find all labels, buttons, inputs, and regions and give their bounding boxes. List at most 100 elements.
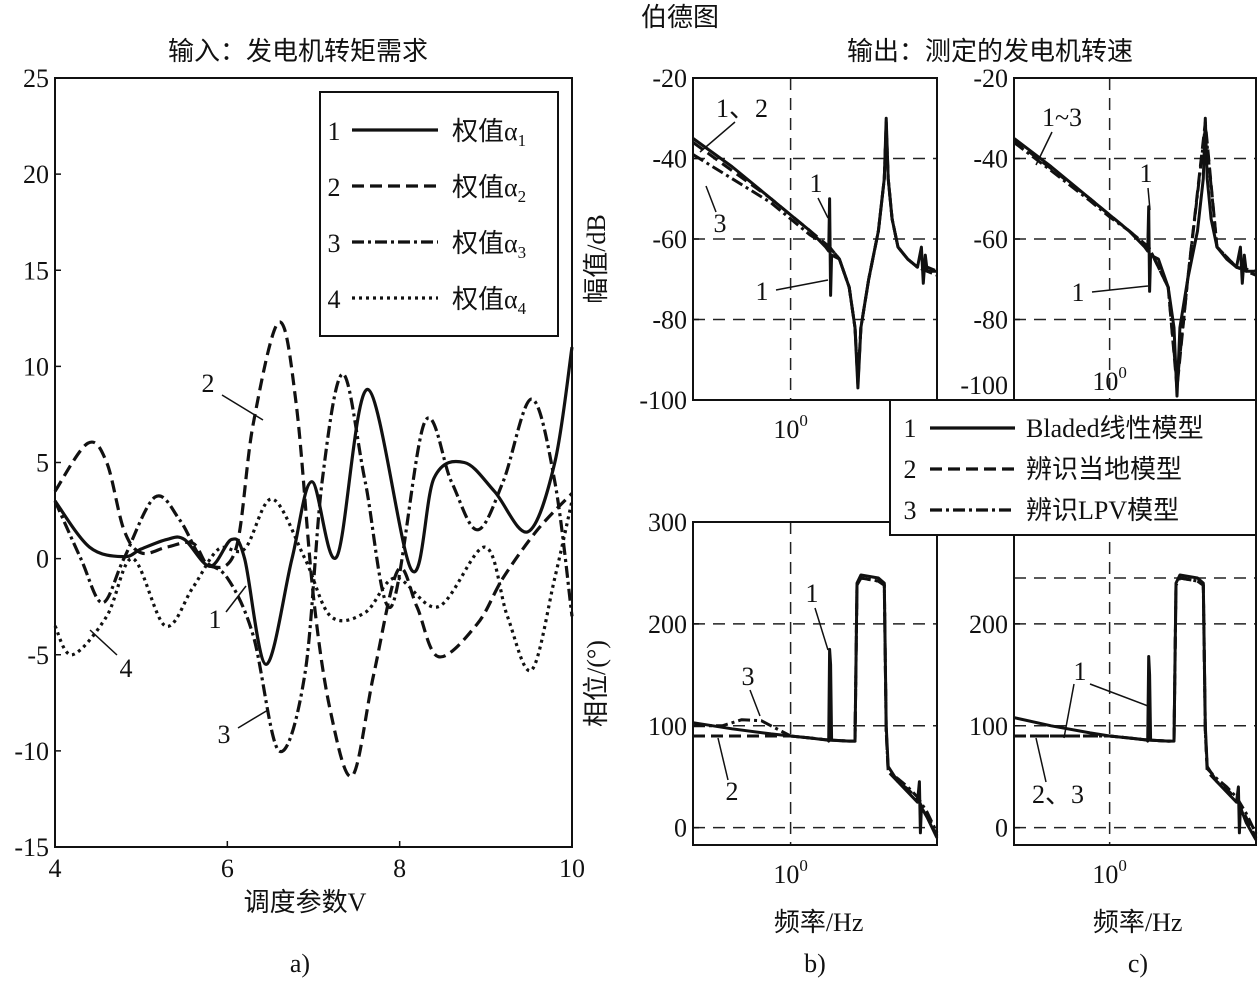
y-tick-label: -40	[652, 145, 687, 174]
annotation-leader	[237, 709, 269, 729]
legend-label: 辨识当地模型	[1026, 455, 1182, 484]
caption-a: a)	[290, 949, 310, 978]
series-line-4	[53, 497, 574, 673]
y-tick-label: 5	[36, 449, 49, 478]
legend-subscript: 2	[518, 187, 527, 206]
annotation-label: 2、3	[1032, 780, 1084, 809]
x-axis-label: 调度参数V	[244, 888, 367, 917]
series-line-2	[692, 120, 938, 386]
annotation-leader	[1091, 285, 1149, 293]
y-tick-label: 20	[23, 160, 49, 189]
legend-number: 1	[328, 117, 341, 146]
legend-number: 4	[328, 285, 341, 314]
y-tick-label: -10	[14, 737, 49, 766]
x-tick-exp: 0	[799, 411, 808, 430]
y-tick-label: -60	[973, 225, 1008, 254]
series-line-3	[53, 372, 574, 754]
annotation-leader	[817, 197, 829, 219]
chart-c_mag: -100 -80 -60 -40 -20 100	[960, 64, 1257, 401]
y-axis-label: 幅值/dB	[582, 214, 611, 304]
annotation-label: 1	[810, 169, 823, 198]
legend-label: Bladed线性模型	[1026, 414, 1204, 443]
y-tick-label: 0	[674, 814, 687, 843]
x-tick-label: 100	[773, 411, 808, 444]
series-line-2	[53, 320, 574, 778]
annotation-leader	[89, 629, 118, 656]
y-tick-label: 200	[969, 610, 1008, 639]
annotation-label: 4	[120, 654, 133, 683]
legend-number: 3	[904, 496, 917, 525]
y-tick-label: -20	[973, 64, 1008, 93]
annotation-leader	[717, 737, 729, 781]
annotation-label: 1	[209, 605, 222, 634]
legend-name: 权值α	[452, 117, 518, 146]
legend-label: 权值α3	[452, 229, 526, 262]
annotation-leader	[814, 607, 829, 651]
y-tick-label: 300	[648, 508, 687, 537]
annotation-leader	[1089, 683, 1149, 707]
legend-label: 权值α4	[452, 285, 527, 318]
series-line-2	[1013, 120, 1257, 390]
y-tick-label: 200	[648, 610, 687, 639]
series-line-1	[1013, 116, 1256, 398]
annotation-label: 1	[806, 579, 819, 608]
y-tick-label: 0	[36, 545, 49, 574]
legend-name: 权值α	[452, 285, 518, 314]
series-line-3	[1013, 124, 1257, 386]
x-tick-label: 6	[221, 854, 234, 883]
x-tick-label: 100	[773, 856, 808, 889]
y-tick-label: -60	[652, 225, 687, 254]
annotation-leader	[775, 279, 829, 291]
legend-subscript: 1	[518, 131, 527, 150]
annotation-leader	[1147, 187, 1151, 211]
y-tick-label: -20	[652, 64, 687, 93]
series-line-3	[693, 576, 939, 834]
plot-frame	[692, 521, 938, 846]
y-tick-label: 10	[23, 352, 49, 381]
y-tick-label: 100	[648, 712, 687, 741]
series-line-1	[53, 346, 574, 666]
x-tick-base: 10	[1092, 367, 1118, 396]
x-axis-label: 频率/Hz	[1093, 908, 1183, 937]
y-tick-label: 0	[995, 814, 1008, 843]
annotation-leader	[1063, 683, 1075, 739]
legend-label: 权值α1	[452, 117, 526, 150]
series-line-3	[1014, 576, 1258, 835]
legend-subscript: 4	[518, 299, 527, 318]
caption-b: b)	[804, 949, 826, 978]
x-tick-base: 10	[773, 415, 799, 444]
figure-title: 伯德图	[641, 3, 719, 32]
annotation-label: 3	[218, 720, 231, 749]
chart-a: -15 -10 -5 0 5 10 15 20 25 4 6 8 10 调度参数V	[14, 64, 585, 917]
x-tick-label: 100	[1092, 363, 1127, 396]
annotation-leader	[705, 185, 717, 213]
annotation-label: 1	[756, 277, 769, 306]
y-tick-label: -80	[652, 306, 687, 335]
annotation-leader	[749, 689, 761, 717]
annotation-label: 2	[726, 777, 739, 806]
annotation-leader	[1035, 737, 1047, 783]
y-tick-label: -100	[639, 386, 687, 415]
y-tick-label: 15	[23, 256, 49, 285]
annotation-label: 3	[742, 662, 755, 691]
y-tick-label: 25	[23, 64, 49, 93]
legend-name: 权值α	[452, 229, 518, 258]
y-tick-label: -100	[960, 371, 1008, 400]
x-tick-label: 4	[49, 854, 62, 883]
annotation-label: 1	[1072, 278, 1085, 307]
annotation-label: 1	[1140, 159, 1153, 188]
legend-label: 权值α2	[452, 173, 526, 206]
caption-c: c)	[1128, 949, 1148, 978]
x-tick-base: 10	[1092, 860, 1118, 889]
y-tick-label: -80	[973, 306, 1008, 335]
chart-a-title: 输入：发电机转矩需求	[168, 37, 428, 66]
x-tick-exp: 0	[799, 856, 808, 875]
x-tick-label: 100	[1092, 856, 1127, 889]
y-tick-label: -5	[27, 641, 49, 670]
x-tick-label: 10	[559, 854, 585, 883]
x-tick-exp: 0	[1118, 856, 1127, 875]
